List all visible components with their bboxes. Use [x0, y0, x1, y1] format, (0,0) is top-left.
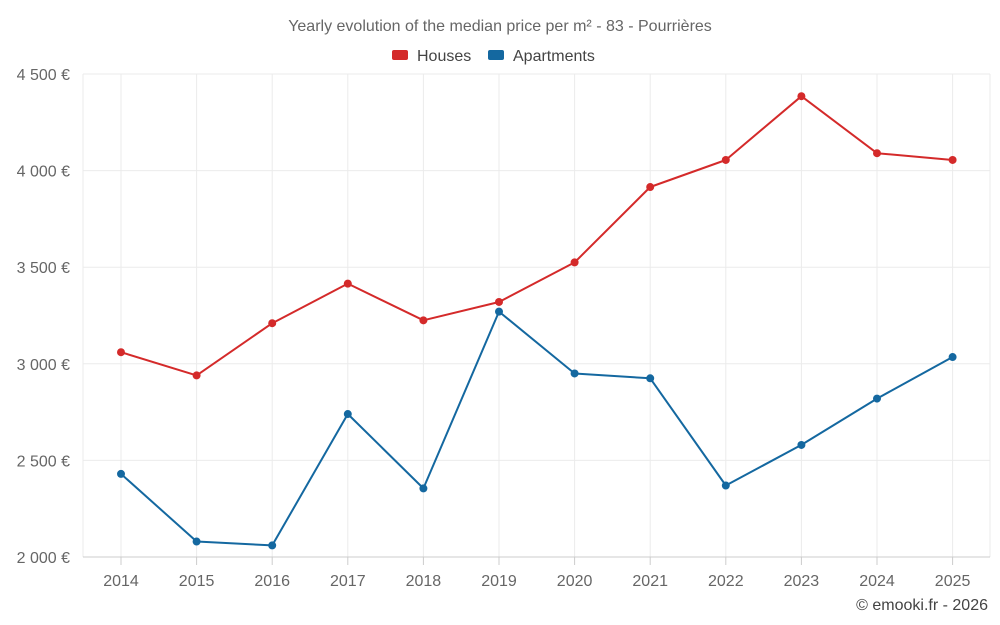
x-tick-label: 2021: [632, 573, 668, 590]
x-tick-label: 2018: [406, 573, 442, 590]
apartments-point-2016[interactable]: [268, 541, 277, 550]
apartments-point-2020[interactable]: [570, 369, 579, 378]
apartments-point-2021[interactable]: [646, 374, 655, 383]
chart-title: Yearly evolution of the median price per…: [288, 18, 712, 35]
apartments-point-2014[interactable]: [117, 469, 125, 478]
y-tick-label: 2 000 €: [17, 550, 70, 567]
y-tick-label: 4 500 €: [17, 67, 70, 84]
x-tick-label: 2015: [179, 573, 215, 590]
y-tick-label: 3 500 €: [17, 260, 70, 277]
houses-point-2020[interactable]: [570, 258, 579, 267]
series-houses: [117, 92, 957, 380]
legend[interactable]: Houses Apartments: [392, 48, 595, 65]
y-tick-label: 4 000 €: [17, 164, 70, 181]
axes: 2 000 € 2 500 € 3 000 € 3 500 € 4 000 € 4 500…: [17, 67, 990, 590]
houses-point-2018[interactable]: [419, 316, 428, 325]
x-tick-label: 2025: [935, 573, 971, 590]
legend-label-houses: Houses: [417, 48, 471, 65]
series: [117, 92, 957, 550]
houses-point-2024[interactable]: [873, 149, 881, 158]
apartments-line: [120, 310, 954, 547]
houses-point-2022[interactable]: [721, 155, 730, 164]
apartments-point-2017[interactable]: [343, 410, 352, 419]
apartments-point-2023[interactable]: [797, 440, 806, 449]
legend-swatch-houses: [392, 50, 408, 60]
x-tick-label: 2016: [254, 573, 290, 590]
legend-swatch-apartments: [488, 50, 504, 60]
y-tick-label: 3 000 €: [17, 357, 70, 374]
apartments-point-2015[interactable]: [192, 537, 201, 546]
houses-point-2014[interactable]: [117, 348, 125, 357]
grid: [82, 73, 991, 557]
houses-line: [120, 95, 953, 377]
apartments-point-2022[interactable]: [721, 481, 730, 490]
credit-text: © emooki.fr - 2026: [856, 597, 988, 614]
legend-label-apartments: Apartments: [513, 48, 595, 65]
houses-point-2021[interactable]: [646, 183, 655, 192]
houses-point-2023[interactable]: [797, 92, 806, 101]
legend-item-houses[interactable]: Houses: [392, 48, 471, 65]
series-apartments: [117, 307, 957, 550]
x-tick-label: 2019: [481, 573, 517, 590]
apartments-point-2024[interactable]: [873, 394, 881, 403]
houses-point-2017[interactable]: [343, 279, 352, 288]
x-tick-label: 2023: [784, 573, 820, 590]
apartments-point-2018[interactable]: [419, 484, 428, 493]
legend-item-apartments[interactable]: Apartments: [488, 48, 595, 65]
apartments-point-2025[interactable]: [948, 353, 957, 362]
houses-point-2019[interactable]: [495, 297, 503, 306]
houses-point-2015[interactable]: [192, 371, 201, 380]
apartments-point-2019[interactable]: [495, 307, 503, 316]
houses-point-2025[interactable]: [948, 155, 957, 164]
x-tick-label: 2020: [557, 573, 593, 590]
x-tick-label: 2017: [330, 573, 366, 590]
houses-point-2016[interactable]: [268, 319, 277, 328]
x-tick-label: 2024: [859, 573, 895, 590]
x-tick-label: 2022: [708, 573, 744, 590]
y-tick-label: 2 500 €: [17, 453, 70, 470]
x-tick-label: 2014: [103, 573, 139, 590]
